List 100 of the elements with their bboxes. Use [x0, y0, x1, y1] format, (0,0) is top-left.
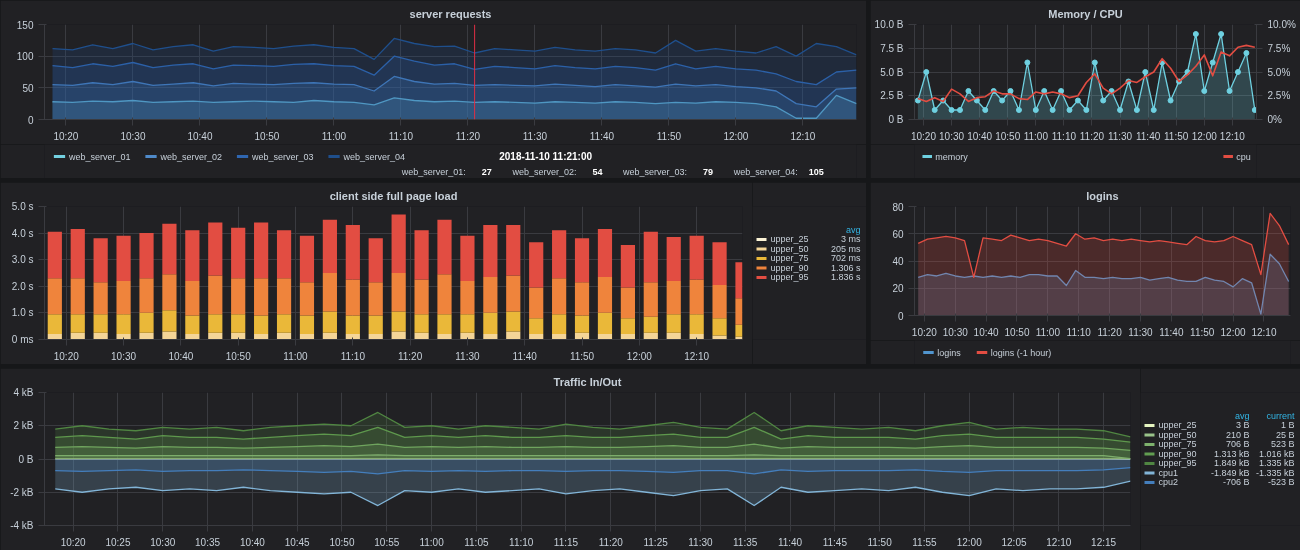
x-tick-label: 12:10 [790, 130, 816, 142]
bar [139, 233, 154, 279]
bar [116, 280, 131, 315]
x-tick-label: 12:10 [684, 350, 710, 362]
bar [368, 282, 383, 316]
bar [689, 314, 704, 335]
text: 1.016 kB [1258, 448, 1295, 459]
bar [70, 314, 85, 333]
bar [254, 278, 269, 316]
x-tick-label: 11:40 [1159, 326, 1184, 338]
bar [574, 238, 590, 283]
x-tick-label: 11:00 [321, 130, 347, 142]
point [1167, 97, 1174, 104]
x-tick-label: 11:20 [455, 130, 481, 142]
bar [93, 282, 108, 315]
bar [231, 332, 246, 340]
bar [254, 222, 269, 279]
bar [643, 282, 658, 317]
x-tick-label: 12:05 [1001, 536, 1027, 548]
text: -706 B [1222, 477, 1250, 488]
y-tick-label: 4 kB [13, 387, 34, 398]
bar [322, 311, 337, 333]
x-tick-label: 11:40 [512, 350, 538, 362]
x-tick-label: 11:20 [1097, 326, 1123, 338]
y-tick-label: 50 [22, 82, 34, 94]
legend-label: upper_90 [1158, 448, 1197, 459]
x-tick-label: 10:50 [995, 130, 1021, 142]
bar [93, 332, 108, 340]
bar [437, 219, 452, 275]
x-tick-label: 10:50 [225, 350, 252, 362]
bar [414, 332, 429, 340]
bar [299, 282, 315, 316]
bar [345, 225, 360, 280]
bar [185, 334, 200, 340]
point [1209, 59, 1216, 66]
x-tick-label: 11:55 [912, 536, 938, 548]
bar [116, 334, 131, 340]
y-tick-label: 0 B [18, 453, 34, 465]
y-tick-label: 5.0 B [880, 66, 904, 78]
legend-label: cpu2 [1158, 477, 1179, 488]
point [1184, 69, 1191, 75]
y-tick-label: 0 [897, 310, 904, 322]
text: 205 ms [830, 243, 861, 254]
text: 1.306 s [830, 262, 861, 273]
x-tick-label: 12:00 [626, 350, 653, 362]
bar [529, 287, 544, 319]
bar [483, 312, 498, 335]
bar [574, 332, 590, 340]
legend-label: upper_95 [770, 272, 809, 283]
x-tick-label: 12:00 [723, 130, 749, 142]
text: web_server_03: [622, 166, 688, 177]
bar [437, 314, 452, 335]
x-tick-label: 10:30 [150, 536, 176, 548]
x-tick-label: 11:10 [388, 130, 414, 142]
bar [70, 229, 85, 279]
text: -523 B [1267, 477, 1295, 488]
x-tick-label: 12:15 [1091, 536, 1117, 548]
legend-label: upper_95 [1158, 458, 1197, 469]
bar [712, 335, 727, 340]
bar [391, 272, 406, 312]
bar [47, 314, 62, 335]
y-tick-label: 3.0 s [11, 254, 34, 266]
bar [276, 230, 292, 279]
bar [620, 318, 635, 335]
x-tick-label: 11:20 [1079, 130, 1105, 142]
x-tick-label: 11:10 [509, 536, 534, 548]
x-tick-label: 11:30 [1128, 326, 1154, 338]
bar [689, 235, 704, 280]
text: 3 ms [841, 234, 861, 245]
x-tick-label: 10:30 [111, 350, 137, 362]
x-tick-label: 10:30 [939, 130, 965, 142]
x-tick-label: 10:20 [60, 536, 87, 548]
y2-tick-label: 0% [1267, 114, 1283, 125]
x-tick-label: 11:05 [464, 536, 489, 548]
x-tick-label: 10:20 [53, 130, 79, 142]
bar [506, 275, 521, 312]
point [914, 97, 921, 104]
y-tick-label: 2.0 s [11, 280, 34, 292]
x-tick-label: 12:00 [956, 536, 983, 548]
bar [460, 332, 475, 340]
point [923, 69, 930, 75]
bar [70, 332, 85, 340]
bar [666, 237, 681, 281]
x-tick-label: 11:30 [455, 350, 481, 362]
point [1083, 107, 1090, 113]
bar [139, 278, 154, 313]
text: current [1266, 410, 1295, 421]
bar [643, 332, 658, 340]
y-tick-label: 5.0 s [11, 201, 34, 212]
legend-label: web_server_03 [250, 151, 314, 162]
bar [299, 235, 315, 283]
legend-label: cpu1 [1158, 467, 1179, 478]
chart-title: Traffic In/Out [553, 375, 622, 388]
point [956, 107, 963, 113]
text: 3 B [1235, 420, 1250, 431]
y-tick-label: 0 [27, 114, 34, 126]
bar [185, 280, 200, 316]
point [1251, 107, 1257, 113]
x-tick-label: 10:55 [374, 536, 400, 548]
y-tick-label: 20 [892, 283, 904, 295]
